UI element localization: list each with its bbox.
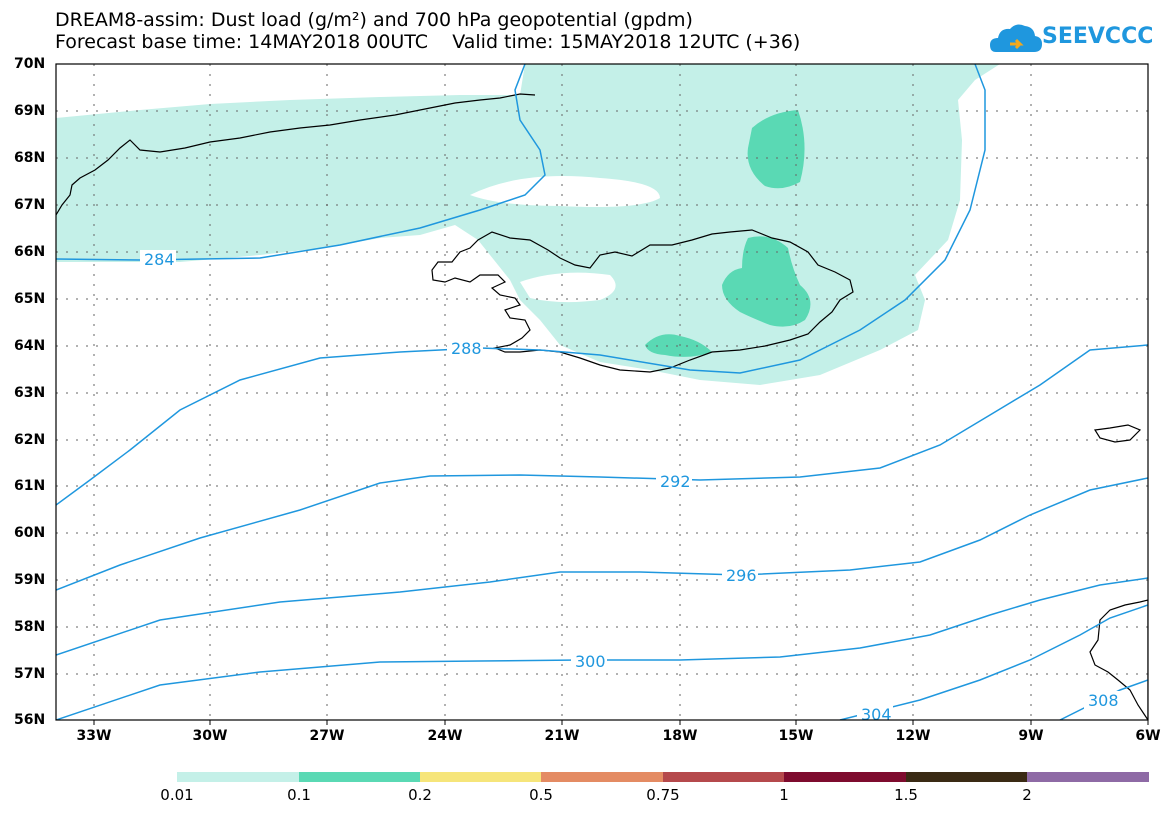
lon-label: 27W [309,728,345,744]
lat-label: 70N [14,56,46,72]
contour-300 [56,577,1148,720]
seevccc-logo [990,24,1042,52]
lon-label: 30W [192,728,228,744]
lat-label: 64N [14,338,46,354]
scotland-coast [1089,599,1148,720]
lon-label: 33W [76,728,112,744]
colorbar-tick-label: 0.75 [646,786,680,804]
contour-labels: 284 288 292 296 300 304 308 [140,250,1120,724]
iceland-coast [431,229,854,373]
coastlines [56,93,1148,720]
lat-label: 69N [14,103,46,119]
lat-label: 59N [14,572,46,588]
lon-label: 9W [1018,728,1044,744]
colorbar-tick-label: 0.1 [287,786,311,804]
lat-label: 63N [14,385,46,401]
dust-area-mid-east [722,236,811,327]
greenland-coast [56,93,536,216]
colorbar-swatch [906,772,1027,782]
contour-label-284: 284 [144,250,175,269]
lon-label: 12W [895,728,931,744]
lon-label: 6W [1135,728,1161,744]
contour-284-west [56,64,546,261]
dust-area-low [56,64,1000,385]
colorbar-tick-label: 0.01 [160,786,194,804]
lon-label: 24W [427,728,463,744]
contour-label-300: 300 [575,652,606,671]
lat-label: 58N [14,619,46,635]
contour-label-296: 296 [726,566,757,585]
map-title: DREAM8-assim: Dust load (g/m²) and 700 h… [55,9,693,31]
contour-label-288: 288 [451,339,482,358]
geopotential-contours [56,64,1148,720]
dust-area-mid-north [747,110,805,189]
lon-label: 15W [778,728,814,744]
contour-296 [56,477,1148,656]
lat-label: 68N [14,150,46,166]
faroe-coast [1093,424,1142,443]
lat-label: 66N [14,244,46,260]
colorbar-tick-label: 1 [779,786,789,804]
contour-304 [839,604,1148,720]
colorbar-swatch [177,772,299,782]
lat-label: 67N [14,197,46,213]
lat-label: 65N [14,291,46,307]
logo-text: SEEVCCC [1042,24,1154,49]
lat-label: 60N [14,525,46,541]
lat-label: 61N [14,478,46,494]
contour-label-292: 292 [660,472,691,491]
colorbar-tick-label: 2 [1022,786,1032,804]
colorbar-tick-label: 1.5 [894,786,918,804]
lon-label: 21W [544,728,580,744]
colorbar-tick-label: 0.2 [408,786,432,804]
cloud-icon [990,24,1042,52]
lat-label: 57N [14,666,46,682]
clear-patch [470,176,660,207]
colorbar-swatch [663,772,784,782]
contour-284-east [56,64,986,506]
colorbar-tick-label: 0.5 [529,786,553,804]
lat-label: 56N [14,712,46,728]
graticule [56,64,1148,720]
map-subtitle-times: Forecast base time: 14MAY2018 00UTC Vali… [55,31,801,53]
contour-label-304: 304 [861,705,892,724]
contour-292 [56,344,1148,591]
dust-area-mid-south [645,334,712,357]
colorbar-swatch [1027,772,1149,782]
colorbar-swatch [541,772,663,782]
lat-label: 62N [14,432,46,448]
contour-label-308: 308 [1088,691,1119,710]
colorbar-swatch [420,772,541,782]
colorbar-swatch [299,772,420,782]
lon-label: 18W [662,728,698,744]
map-frame [55,63,1149,721]
colorbar-swatch [784,772,906,782]
